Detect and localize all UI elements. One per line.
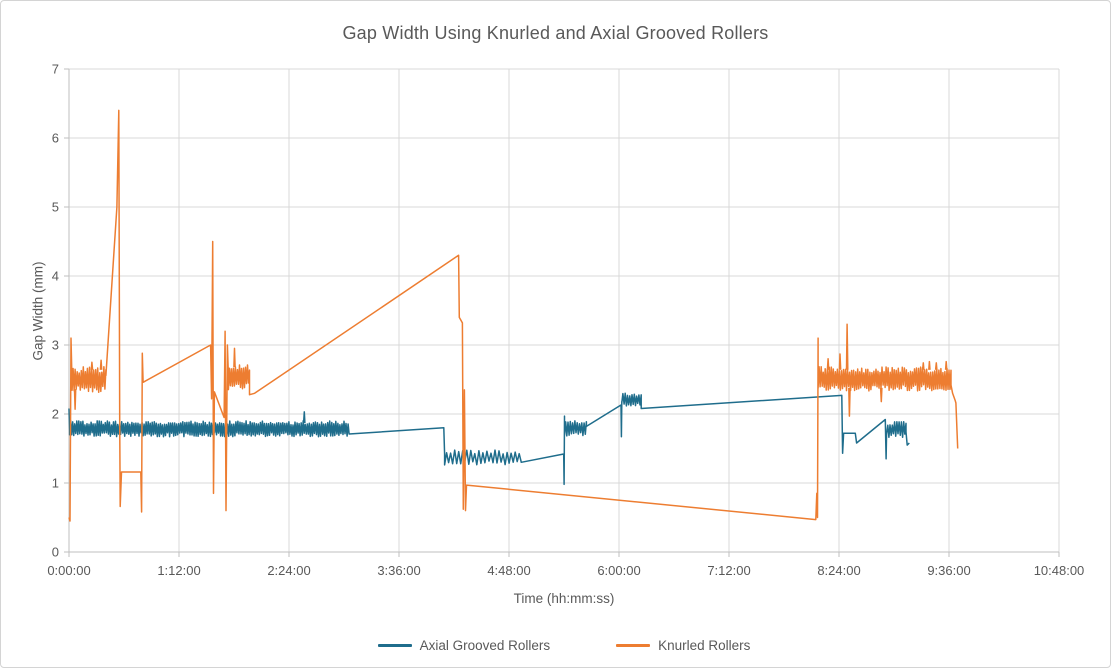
chart-legend: Axial Grooved Rollers Knurled Rollers [69,638,1059,653]
series-spike-knurled-rollers [99,359,103,370]
y-tick-label: 0 [52,545,59,560]
x-tick-label: 1:12:00 [157,563,200,578]
y-tick-label: 2 [52,407,59,422]
y-tick-label: 1 [52,476,59,491]
legend-line-swatch [377,644,412,647]
series-spike-knurled-rollers [233,347,236,368]
series-line-axial-grooved-rollers [68,392,910,486]
series-spike-knurled-rollers [73,389,77,410]
axes: 0 1 2 3 4 5 6 7 0:00:00 1:12:00 2:24:00 3:36:00 4:48… [47,62,1084,579]
y-axis-title: Gap Width (mm) [30,261,46,361]
series-spike-knurled-rollers [921,362,925,370]
y-tick-label: 5 [52,200,59,215]
series-spike-knurled-rollers [848,387,851,417]
x-tick-label: 7:12:00 [707,563,750,578]
x-axis-title: Time (hh:mm:ss) [513,591,615,606]
x-tick-label: 9:36:00 [927,563,970,578]
y-tick-label: 6 [52,131,59,146]
x-tick-label: 4:48:00 [487,563,530,578]
series-spike-axial-grooved-rollers [302,411,306,424]
legend-item-knurled-rollers[interactable]: Knurled Rollers [616,638,750,653]
series-spike-knurled-rollers [944,360,948,370]
x-tick-label: 8:24:00 [817,563,860,578]
y-tick-label: 4 [52,269,59,284]
chart-title: Gap Width Using Knurled and Axial Groove… [342,23,769,43]
legend-label: Knurled Rollers [658,638,751,653]
series-spike-knurled-rollers [90,361,94,370]
x-tick-label: 0:00:00 [47,563,90,578]
legend-item-axial-grooved-rollers[interactable]: Axial Grooved Rollers [377,638,551,653]
gridlines [69,68,1060,552]
series-knurled-rollers [68,109,959,522]
series-spike-knurled-rollers [928,360,931,370]
x-tick-label: 10:48:00 [1034,563,1085,578]
series-spike-knurled-rollers [879,387,883,403]
series-line-knurled-rollers [68,109,959,522]
x-tick-label: 3:36:00 [377,563,420,578]
series-axial-grooved-rollers [68,392,910,486]
legend-line-swatch [616,644,651,647]
x-tick-label: 6:00:00 [597,563,640,578]
series-spike-knurled-rollers [826,358,830,370]
series-spike-knurled-rollers [845,323,849,370]
legend-label: Axial Grooved Rollers [419,638,551,653]
y-tick-label: 7 [52,62,59,77]
x-tick-label: 2:24:00 [267,563,310,578]
y-tick-label: 3 [52,338,59,353]
series-spike-knurled-rollers [838,353,842,370]
series-spike-knurled-rollers [934,362,938,370]
